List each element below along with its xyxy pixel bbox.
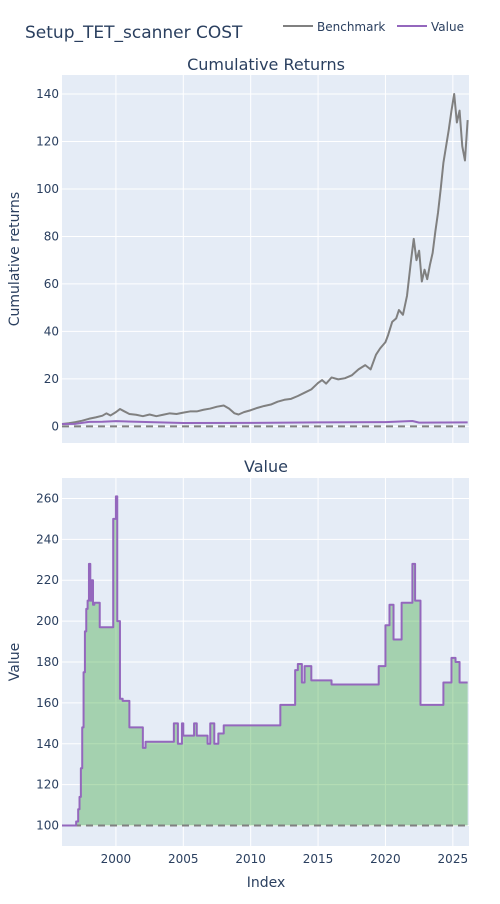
x-tick-label-2020: 2020: [370, 852, 401, 866]
y-tick-label-cumret-80: 80: [44, 229, 59, 243]
panel-value: Value 2000 2005 2010 2015 2020 2025 100 120 140 1…: [7, 457, 469, 891]
y-tick-label-cumret-60: 60: [44, 277, 59, 291]
y-axis-label-cumulative-returns: Cumulative returns: [7, 192, 23, 326]
y-tick-label-cumret-0: 0: [51, 419, 59, 433]
ticks-cumulative-returns: 0 20 40 60 80 100 120 140: [36, 87, 59, 433]
x-axis-label: Index: [247, 875, 286, 891]
ticks-value: 2000 2005 2010 2015 2020 2025 100 120 140 160 180 2…: [36, 491, 468, 866]
legend-label-value: Value: [431, 20, 464, 34]
y-tick-label-value-200: 200: [36, 614, 59, 628]
value-area-fill: [62, 496, 468, 826]
legend-item-value[interactable]: Value: [397, 20, 464, 34]
gridlines-cumulative-returns: [62, 75, 469, 443]
panel-cumulative-returns: Cumulative Returns 0 20 40 60 80 100 120 140 Cu…: [7, 55, 469, 443]
y-tick-label-value-260: 260: [36, 491, 59, 505]
marks-value: [62, 495, 469, 827]
y-tick-label-cumret-120: 120: [36, 134, 59, 148]
y-tick-label-cumret-40: 40: [44, 324, 59, 338]
marks-cumulative-returns: [61, 92, 469, 428]
legend-label-benchmark: Benchmark: [317, 20, 385, 34]
panel-title-value: Value: [244, 457, 288, 476]
panel-title-cumulative-returns: Cumulative Returns: [187, 55, 345, 74]
y-tick-label-cumret-140: 140: [36, 87, 59, 101]
series-line-value-cumret: [61, 419, 468, 426]
y-tick-label-value-140: 140: [36, 737, 59, 751]
plot-area-cumulative-returns[interactable]: [62, 75, 469, 443]
y-tick-label-cumret-100: 100: [36, 182, 59, 196]
legend-item-benchmark[interactable]: Benchmark: [283, 20, 385, 34]
y-tick-label-value-180: 180: [36, 655, 59, 669]
x-tick-label-2005: 2005: [168, 852, 199, 866]
y-tick-label-cumret-20: 20: [44, 372, 59, 386]
series-line-value-value: [62, 495, 468, 827]
y-tick-label-value-160: 160: [36, 696, 59, 710]
x-tick-label-2025: 2025: [438, 852, 469, 866]
legend[interactable]: Benchmark Value: [283, 20, 464, 34]
series-line-benchmark-cumret: [61, 92, 469, 426]
x-tick-label-2010: 2010: [235, 852, 266, 866]
y-tick-label-value-100: 100: [36, 819, 59, 833]
x-tick-label-2000: 2000: [101, 852, 132, 866]
y-tick-label-value-120: 120: [36, 778, 59, 792]
x-tick-label-2015: 2015: [303, 852, 334, 866]
chart-title: Setup_TET_scanner COST: [25, 23, 243, 43]
y-tick-label-value-220: 220: [36, 573, 59, 587]
y-axis-label-value: Value: [7, 643, 23, 681]
y-tick-label-value-240: 240: [36, 532, 59, 546]
